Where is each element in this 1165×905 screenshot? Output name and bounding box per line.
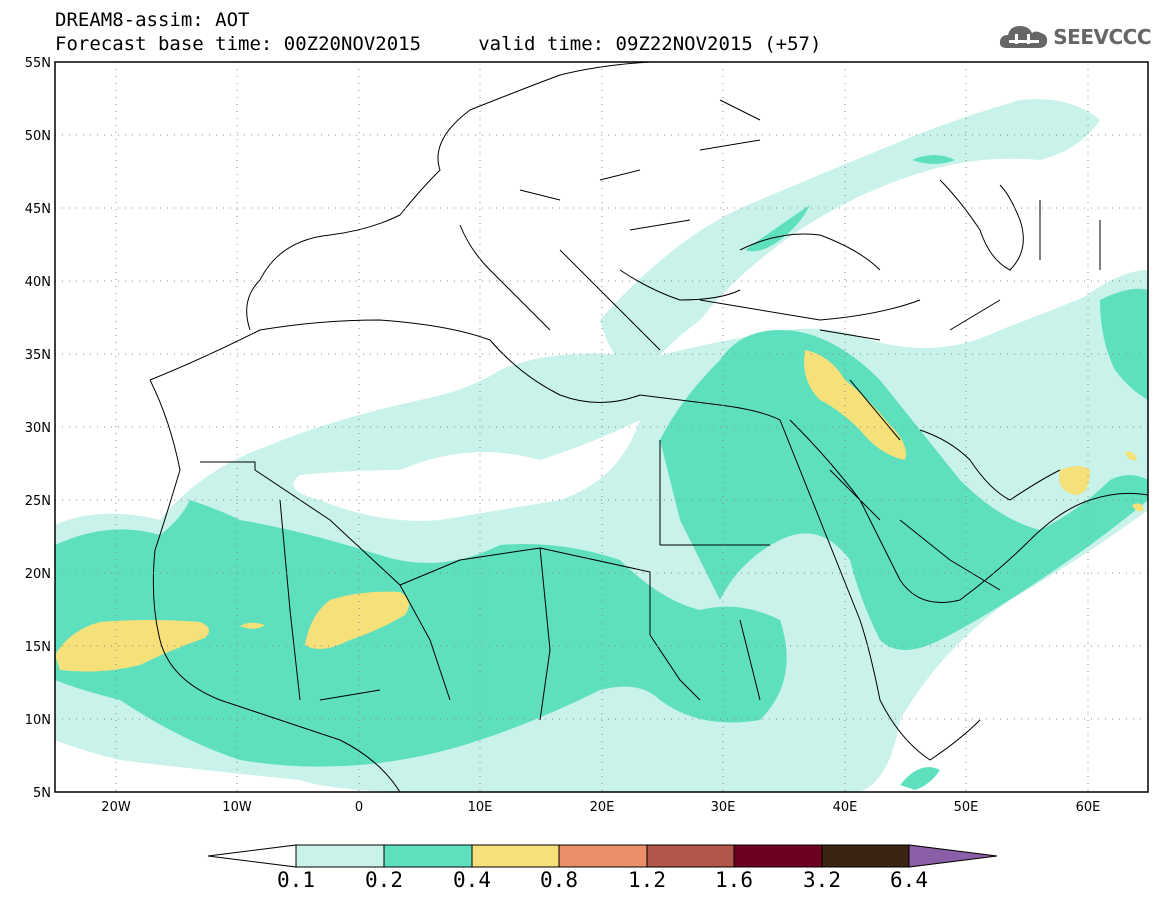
grid-lines (55, 62, 1148, 792)
colorbar-swatch (383, 844, 473, 868)
aot-0.4-oman (1132, 503, 1144, 512)
colorbar-low-arrow (207, 844, 297, 868)
colorbar-label: 0.4 (453, 868, 491, 892)
colorbar-swatch (558, 844, 648, 868)
colorbar-label: 0.1 (277, 868, 315, 892)
colorbar-swatch (733, 844, 823, 868)
aot-0.1-plume-north (600, 99, 1100, 381)
lat-label: 30N (25, 421, 51, 436)
coastlines-and-borders (149, 62, 1148, 792)
colorbar-label: 1.2 (628, 868, 666, 892)
aot-0.4-mali (305, 591, 409, 649)
aot-clear-sahara (293, 420, 640, 521)
lon-label: 50E (954, 800, 979, 815)
coastline-europe (246, 62, 921, 351)
seevccc-logo: SEEVCCC (999, 22, 1151, 52)
colorbar-swatch (821, 844, 910, 868)
aot-0.2-somalia (900, 767, 940, 790)
lat-label: 15N (25, 640, 51, 655)
aot-0.2-north-streak2 (912, 155, 955, 164)
lon-label: 20W (101, 800, 131, 815)
borders (200, 99, 1101, 721)
colorbar-high-arrow (908, 844, 998, 868)
lat-label: 10N (25, 713, 51, 728)
colorbar-label: 3.2 (803, 868, 841, 892)
lat-label: 50N (25, 129, 51, 144)
lat-label: 20N (25, 567, 51, 582)
cloud-icon (1000, 26, 1048, 48)
lat-label: 55N (25, 56, 51, 71)
lon-label: 0 (355, 800, 363, 815)
colorbar (207, 844, 998, 868)
map-frame (54, 61, 1149, 793)
lon-label: 10W (222, 800, 252, 815)
lon-label: 20E (590, 800, 615, 815)
colorbar-label: 1.6 (715, 868, 753, 892)
aot-0.2-east-plume (1100, 288, 1148, 400)
lon-label: 30E (711, 800, 736, 815)
aot-0.2-north-streak (745, 205, 810, 252)
aot-0.4-small-mali (240, 622, 265, 629)
colorbar-label: 6.4 (890, 868, 928, 892)
aot-0.4-gulf2 (1125, 451, 1137, 461)
lat-label: 45N (25, 202, 51, 217)
lat-label: 25N (25, 494, 51, 509)
lat-label: 5N (33, 786, 51, 801)
colorbar-label: 0.8 (540, 868, 578, 892)
colorbar-label: 0.2 (365, 868, 403, 892)
colorbar-labels: 0.1 0.2 0.4 0.8 1.2 1.6 3.2 6.4 (0, 868, 1165, 898)
aot-0.4-gulf (1059, 466, 1090, 495)
colorbar-swatch (295, 844, 385, 868)
aot-0.2-west (55, 500, 787, 767)
colorbar-swatch (646, 844, 735, 868)
forecast-time-line: Forecast base time: 00Z20NOV2015 valid t… (55, 33, 822, 55)
coastline-caspian (939, 179, 1024, 271)
lon-axis-labels: 20W 10W 0 10E 20E 30E 40E 50E 60E (101, 800, 1100, 815)
lat-label: 40N (25, 275, 51, 290)
lat-label: 35N (25, 348, 51, 363)
colorbar-swatch (471, 844, 560, 868)
coastline-north-africa (149, 319, 781, 421)
coastline-west-africa (149, 379, 401, 792)
aot-shading (55, 99, 1148, 792)
coastline-gulf (919, 429, 1061, 501)
lat-axis-labels: 55N 50N 45N 40N 35N 30N 25N 20N 15N 10N … (25, 56, 51, 801)
lon-label: 40E (833, 800, 858, 815)
aot-0.2-egypt-arabia (660, 330, 1148, 650)
lon-label: 60E (1076, 800, 1101, 815)
aot-0.4-syria-iraq (804, 350, 906, 460)
lon-label: 10E (468, 800, 493, 815)
logo-text: SEEVCCC (1053, 25, 1151, 49)
coastline-red-sea (779, 419, 1148, 761)
chart-title: DREAM8-assim: AOT (55, 9, 250, 31)
